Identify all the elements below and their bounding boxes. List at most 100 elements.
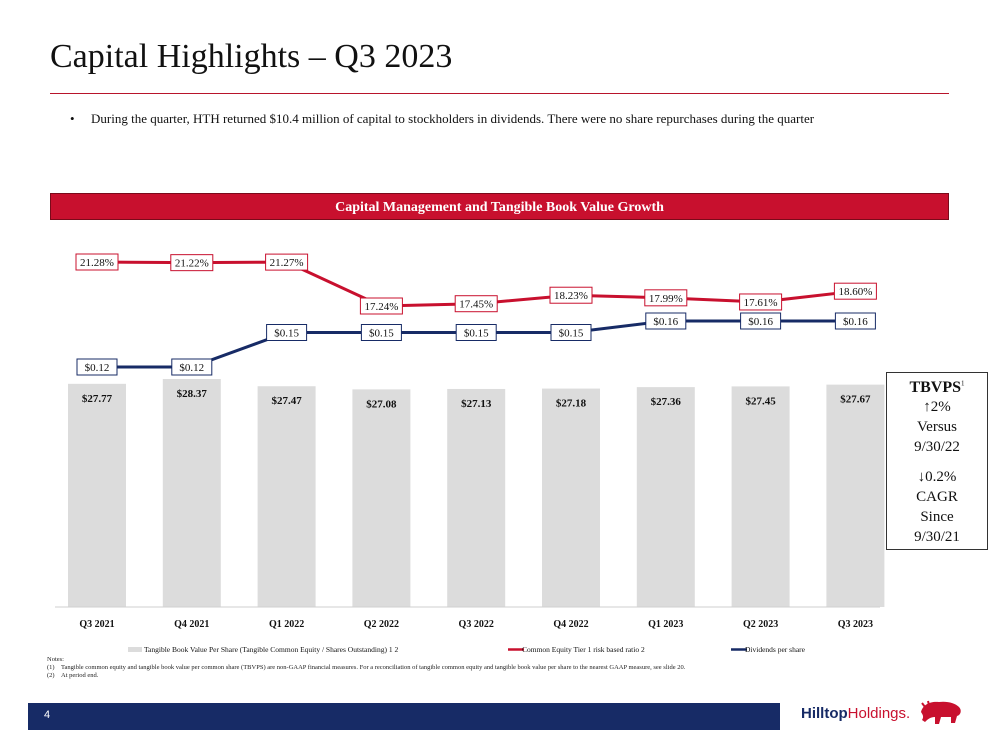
tbvps-bar: [636, 387, 695, 607]
tbvps-line: Versus: [917, 419, 957, 435]
tbvps-heading-text: TBVPS: [909, 379, 962, 396]
tbvps-bar-label: $27.45: [745, 395, 776, 407]
dividends-data-label: $0.16: [843, 316, 868, 328]
cet1-data-label: 21.27%: [270, 257, 304, 269]
dividends-label-box: [550, 324, 592, 341]
company-logo: HilltopHoldings.: [801, 696, 971, 730]
notes-heading: Notes:: [47, 656, 64, 663]
x-tick-label: Q1 2023: [648, 619, 683, 630]
tbvps-heading-sup: 1: [961, 379, 965, 388]
cet1-label-box: [739, 293, 783, 311]
footer-bar: [28, 703, 780, 730]
x-tick-label: Q3 2023: [838, 619, 873, 630]
logo-text: HilltopHoldings.: [801, 705, 910, 722]
chart-banner: Capital Management and Tangible Book Val…: [50, 193, 949, 220]
x-tick-label: Q3 2022: [459, 619, 494, 630]
tbvps-box: TBVPS1 ↑2% Versus 9/30/22 ↓0.2% CAGR Sin…: [886, 372, 988, 550]
dividends-label-box: [455, 324, 497, 341]
tbvps-bar: [257, 386, 316, 607]
cet1-label-box: [549, 286, 593, 304]
tbvps-bar-label: $27.67: [840, 394, 871, 406]
x-tick-label: Q2 2023: [743, 619, 778, 630]
cet1-data-label: 18.23%: [554, 290, 588, 302]
page-title: Capital Highlights – Q3 2023: [50, 38, 453, 75]
cet1-data-label: 17.45%: [459, 299, 493, 311]
dividends-label-box: [360, 324, 402, 341]
tbvps-bar: [447, 388, 506, 607]
dividends-data-label: $0.16: [748, 316, 773, 328]
dividends-data-label: $0.16: [653, 316, 678, 328]
tbvps-bar-label: $27.18: [556, 398, 587, 410]
tbvps-bar: [68, 383, 126, 607]
title-divider: [50, 93, 949, 94]
tbvps-line: Since: [920, 509, 954, 525]
tbvps-bar: [826, 384, 885, 607]
tbvps-bar-label: $27.08: [366, 398, 397, 410]
cet1-data-label: 17.99%: [649, 293, 683, 305]
tbvps-bar-label: $27.13: [461, 398, 492, 410]
tbvps-line: ↓0.2%: [917, 469, 957, 485]
page-number: 4: [44, 709, 51, 721]
cet1-label-box: [75, 253, 119, 271]
dividends-data-label: $0.12: [85, 362, 110, 374]
cet1-data-label: 17.24%: [364, 301, 398, 313]
cet1-data-label: 21.22%: [175, 258, 209, 270]
tbvps-bar-label: $27.47: [271, 395, 302, 407]
dividends-data-label: $0.15: [369, 328, 394, 340]
tbvps-bar: [542, 388, 600, 607]
x-tick-label: Q3 2021: [79, 619, 114, 630]
tbvps-bar: [162, 379, 221, 607]
x-tick-label: Q4 2021: [174, 619, 209, 630]
note-text: Tangible common equity and tangible book…: [61, 664, 686, 671]
dividends-label-box: [645, 312, 687, 330]
tbvps-bar: [352, 389, 411, 607]
tbvps-heading: TBVPS1: [887, 379, 987, 397]
note-number: (1): [47, 664, 55, 671]
logo-text-rest: Holdings.: [847, 705, 911, 722]
tbvps-line: ↑2%: [923, 399, 951, 415]
tbvps-bar: [731, 386, 790, 607]
cet1-label-box: [265, 253, 309, 271]
tbvps-bar-label: $28.37: [177, 388, 208, 400]
cet1-label-box: [454, 295, 498, 313]
dividends-data-label: $0.15: [274, 328, 299, 340]
cet1-data-label: 17.61%: [744, 297, 778, 309]
note-item: (2) At period end.: [47, 672, 787, 680]
note-number: (2): [47, 672, 55, 679]
legend-swatch-tbvps: [128, 647, 142, 652]
tbvps-line: 9/30/21: [914, 529, 960, 545]
tbvps-bar-label: $27.36: [651, 396, 682, 408]
dividends-label-box: [76, 358, 118, 376]
cet1-label-box: [644, 289, 688, 307]
dividends-label-box: [266, 324, 308, 341]
tbvps-line: 9/30/22: [914, 439, 960, 455]
dividends-label-box: [740, 312, 782, 330]
cet1-label-box: [170, 254, 214, 272]
legend-label-tbvps: Tangible Book Value Per Share (Tangible …: [144, 645, 398, 654]
tbvps-line: CAGR: [916, 489, 958, 505]
chart-area: $27.77 $28.37 $27.47 $27.08 $27.13 $27.18 $27.…: [55, 253, 885, 654]
bullet-dot: •: [70, 111, 75, 126]
bullet-text: • During the quarter, HTH returned $10.4…: [70, 110, 900, 128]
bison-icon: [921, 700, 961, 724]
x-tick-label: Q2 2022: [364, 619, 399, 630]
cet1-label-box: [359, 297, 403, 315]
legend-label-dividends: Dividends per share: [745, 645, 806, 654]
x-tick-label: Q4 2022: [553, 619, 588, 630]
tbvps-bar-label: $27.77: [82, 393, 113, 405]
cet1-data-label: 21.28%: [80, 257, 114, 269]
dividends-data-label: $0.15: [559, 328, 584, 340]
notes: Notes: (1) Tangible common equity and ta…: [47, 656, 787, 680]
dividends-label-box: [834, 312, 876, 330]
bullet-content: During the quarter, HTH returned $10.4 m…: [91, 111, 815, 126]
x-tick-label: Q1 2022: [269, 619, 304, 630]
note-text: At period end.: [61, 672, 99, 679]
legend-label-cet1: Common Equity Tier 1 risk based ratio 2: [522, 645, 645, 654]
dividends-data-label: $0.12: [179, 362, 204, 374]
note-item: (1) Tangible common equity and tangible …: [47, 664, 787, 672]
dividends-data-label: $0.15: [464, 328, 489, 340]
cet1-data-label: 18.60%: [838, 286, 872, 298]
logo-text-bold: Hilltop: [801, 705, 848, 722]
cet1-label-box: [833, 282, 877, 300]
dividends-label-box: [171, 358, 213, 376]
